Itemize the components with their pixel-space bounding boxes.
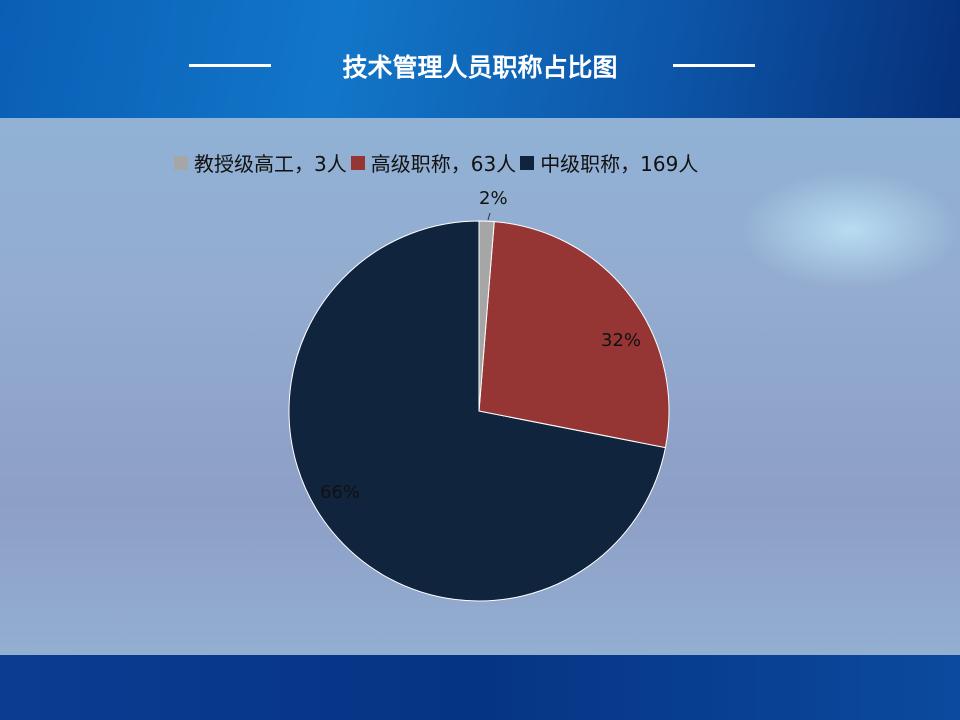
legend-entry: 教授级高工，3人 (194, 152, 347, 176)
pie-slice-0 (478, 220, 495, 412)
legend-swatch-red (350, 155, 365, 170)
slide-title: 技术管理人员职称占比图 (342, 53, 618, 82)
leader-line (487, 212, 491, 221)
pie-slice-2 (288, 220, 667, 602)
title-line-right (673, 64, 755, 67)
footer-band (0, 655, 960, 720)
title-line-left (189, 64, 271, 67)
data-label: 32% (601, 330, 642, 351)
legend-entry: 高级职称，63人 (370, 152, 517, 176)
pie-slice-1 (478, 221, 670, 449)
decorative-glow (740, 170, 960, 290)
legend-swatch-gray (174, 155, 188, 170)
legend-swatch-navy (520, 155, 535, 170)
data-label: 66% (320, 482, 361, 503)
chart-legend: 教授级高工，3人 高级职称，63人 中级职称，169人 (170, 148, 698, 177)
legend-entry: 中级职称，169人 (540, 152, 699, 176)
header-band (0, 0, 960, 118)
data-label: 2% (479, 188, 508, 209)
